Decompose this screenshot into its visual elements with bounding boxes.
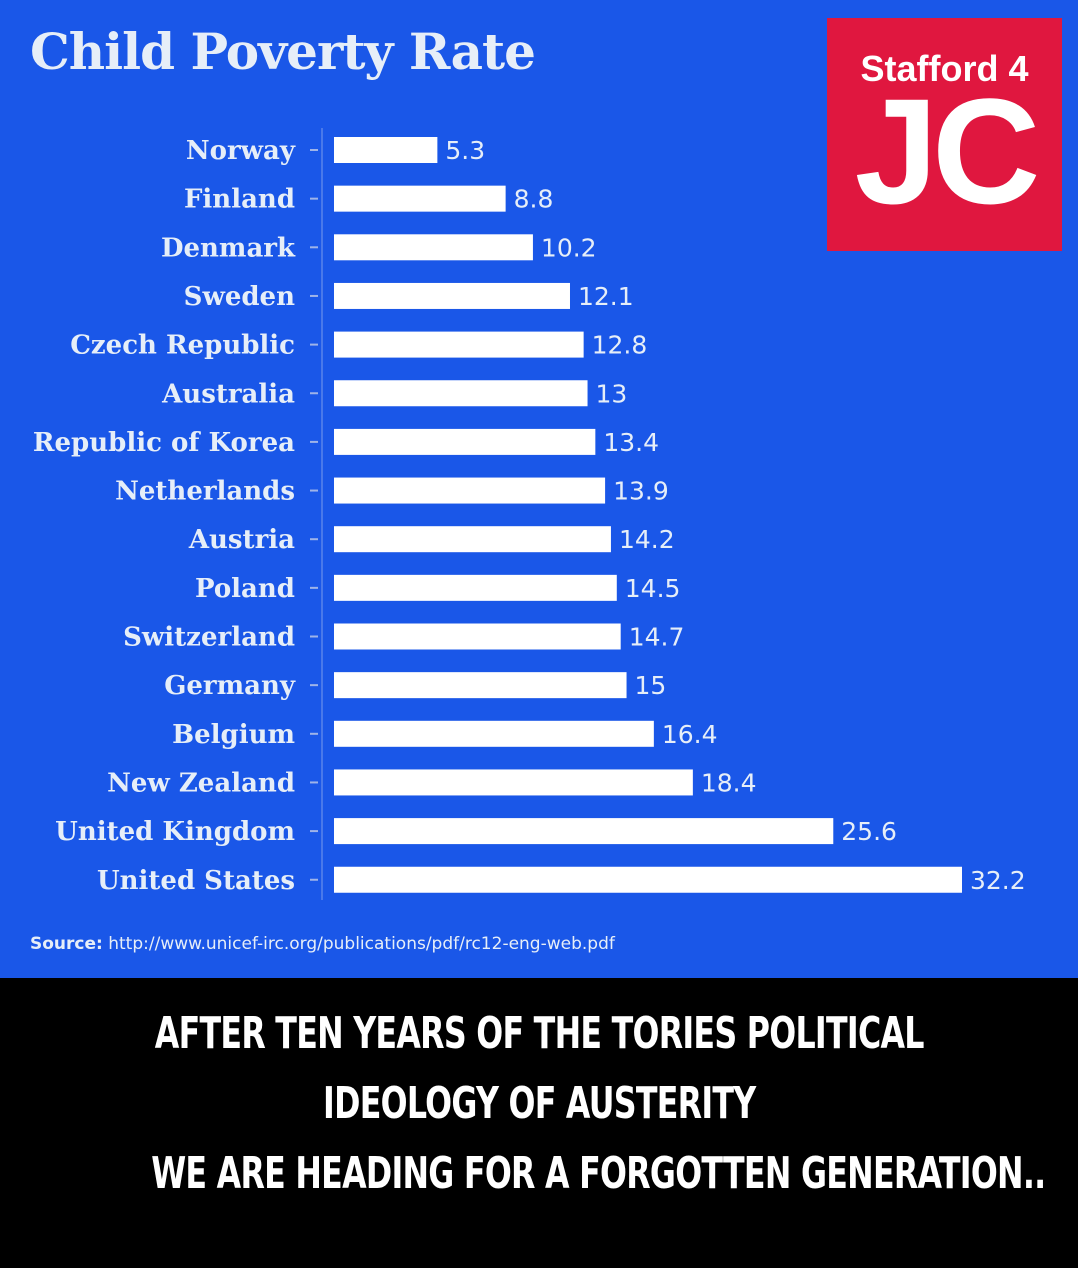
value-label: 14.2 (619, 525, 675, 554)
value-label: 12.8 (592, 331, 648, 360)
caption-line-2: IDEOLOGY OF AUSTERITY (323, 1078, 756, 1129)
bar (334, 428, 596, 455)
bar (334, 477, 606, 504)
value-label: 13 (596, 379, 628, 408)
category-label: Finland (184, 185, 295, 215)
category-label: Czech Republic (70, 331, 295, 361)
bar (334, 331, 584, 358)
bar (334, 185, 506, 212)
value-label: 32.2 (970, 866, 1026, 895)
source-label: Source: (30, 934, 103, 954)
category-label: Netherlands (115, 477, 295, 507)
value-label: 13.4 (603, 428, 659, 457)
value-label: 15 (635, 671, 667, 700)
chart-title: Child Poverty Rate (30, 22, 536, 81)
caption-panel: AFTER TEN YEARS OF THE TORIES POLITICAL … (0, 982, 1078, 1268)
value-label: 12.1 (578, 282, 634, 311)
value-label: 16.4 (662, 720, 718, 749)
category-label: Switzerland (123, 623, 295, 653)
caption-line-1: AFTER TEN YEARS OF THE TORIES POLITICAL (154, 1008, 925, 1059)
category-label: Germany (164, 671, 296, 701)
bar (334, 526, 611, 553)
bar (334, 818, 834, 845)
bar (334, 769, 693, 796)
bar (334, 282, 570, 309)
category-label: United States (97, 866, 295, 896)
category-label: Norway (186, 136, 296, 166)
category-label: Australia (161, 379, 295, 409)
bar (334, 866, 962, 893)
value-label: 25.6 (841, 817, 897, 846)
value-label: 14.5 (625, 574, 681, 603)
bar (334, 672, 627, 699)
logo-top-text: Stafford 4 (860, 48, 1029, 89)
category-label: Austria (188, 525, 295, 555)
source-line: Source: http://www.unicef-irc.org/public… (30, 934, 615, 954)
category-label: Belgium (172, 720, 295, 750)
chart-panel: Child Poverty Rate Norway 5.3 Finland 8.8 De… (0, 0, 1078, 978)
logo-main-text: JC (854, 67, 1041, 235)
value-label: 13.9 (613, 477, 669, 506)
category-label: Poland (195, 574, 295, 604)
bar-chart: Norway 5.3 Finland 8.8 Denmark 10.2 Sweden 12.1… (33, 128, 1026, 900)
bar (334, 137, 438, 163)
value-label: 14.7 (629, 623, 685, 652)
value-label: 18.4 (701, 768, 757, 797)
source-url: http://www.unicef-irc.org/publications/p… (108, 934, 615, 954)
bar (334, 574, 617, 601)
category-label: Denmark (161, 233, 296, 263)
bar (334, 234, 533, 261)
caption-line-3: WE ARE HEADING FOR A FORGOTTEN GENERATIO… (151, 1148, 1046, 1199)
stafford-4-jc-logo: Stafford 4 JC (827, 18, 1062, 251)
value-label: 8.8 (514, 185, 554, 214)
category-label: Republic of Korea (33, 428, 295, 458)
bar (334, 623, 621, 650)
value-label: 5.3 (445, 136, 485, 165)
bar (334, 380, 588, 407)
bar (334, 720, 654, 747)
value-label: 10.2 (541, 233, 597, 262)
category-label: Sweden (184, 282, 295, 312)
category-label: New Zealand (107, 768, 295, 798)
category-label: United Kingdom (55, 817, 295, 847)
